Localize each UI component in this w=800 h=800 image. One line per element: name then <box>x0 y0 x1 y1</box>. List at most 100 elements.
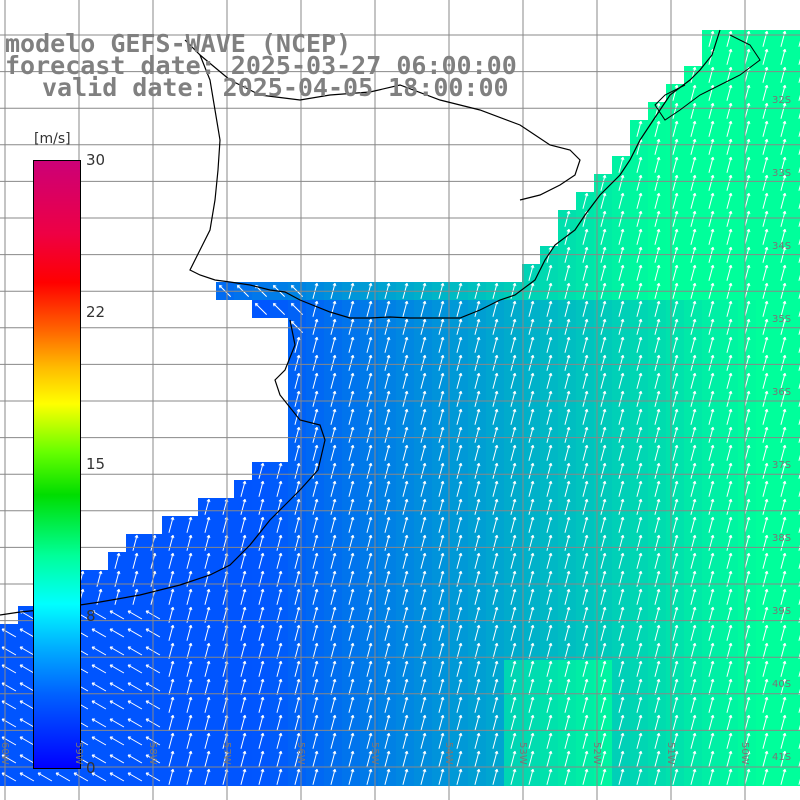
wind-arrow <box>708 552 715 569</box>
wind-arrow <box>492 624 499 641</box>
wind-arrow <box>762 768 769 785</box>
wind-arrow <box>708 408 715 425</box>
wind-arrow <box>91 628 107 638</box>
wind-arrow <box>528 354 535 371</box>
wind-arrow <box>780 498 787 515</box>
wind-arrow <box>726 642 733 659</box>
colorbar-tick-15: 15 <box>86 455 106 473</box>
wind-arrow <box>636 372 643 389</box>
wind-arrow <box>510 660 517 677</box>
wind-arrow <box>618 498 625 515</box>
wind-arrow <box>726 588 733 605</box>
wind-arrow <box>294 534 301 551</box>
wind-arrow <box>474 660 481 677</box>
wind-arrow <box>402 336 409 353</box>
wind-arrow <box>636 174 643 191</box>
wind-arrow <box>127 736 143 746</box>
wind-arrow <box>258 480 265 497</box>
wind-arrow <box>276 534 283 551</box>
wind-arrow <box>312 750 319 767</box>
wind-arrow <box>330 534 337 551</box>
wind-arrow <box>312 480 319 497</box>
forecast-date: forecast date: 2025-03-27 06:00:00 <box>5 51 517 80</box>
wind-arrow <box>366 354 373 371</box>
wind-arrow <box>474 588 481 605</box>
wind-arrow <box>276 678 283 695</box>
wind-arrow <box>330 408 337 425</box>
colorbar-tick-8: 8 <box>86 607 96 625</box>
wind-arrow <box>132 588 139 605</box>
wind-arrow <box>312 318 319 335</box>
wind-arrow <box>330 300 337 317</box>
wind-cell <box>792 750 800 768</box>
wind-arrow <box>330 318 337 335</box>
wind-arrow <box>330 552 337 569</box>
wind-arrow <box>618 408 625 425</box>
wind-arrow <box>474 732 481 749</box>
wind-arrow <box>366 660 373 677</box>
wind-cell <box>792 498 800 516</box>
wind-arrow <box>204 696 211 713</box>
wind-arrow <box>762 624 769 641</box>
wind-arrow <box>276 732 283 749</box>
wind-cell <box>792 390 800 408</box>
wind-arrow <box>456 714 463 731</box>
wind-arrow <box>366 498 373 515</box>
wind-arrow <box>384 768 391 785</box>
wind-cell <box>792 678 800 696</box>
wind-arrow <box>690 678 697 695</box>
wind-arrow <box>19 682 35 692</box>
wind-arrow <box>546 336 553 353</box>
wind-arrow <box>780 300 787 317</box>
wind-arrow <box>690 264 697 281</box>
wind-arrow <box>258 588 265 605</box>
wind-arrow <box>780 228 787 245</box>
wind-arrow <box>294 714 301 731</box>
wind-arrow <box>564 210 571 227</box>
lat-label: 33S <box>772 168 792 179</box>
wind-arrow <box>762 552 769 569</box>
wind-arrow <box>348 696 355 713</box>
wind-arrow <box>294 750 301 767</box>
valid-date: valid date: 2025-04-05 18:00:00 <box>42 73 509 102</box>
wind-arrow <box>618 300 625 317</box>
wind-arrow <box>672 120 679 137</box>
wind-arrow <box>672 462 679 479</box>
wind-arrow <box>672 318 679 335</box>
wind-arrow <box>726 624 733 641</box>
wind-arrow <box>312 552 319 569</box>
wind-arrow <box>186 732 193 749</box>
wind-arrow <box>564 660 571 677</box>
wind-arrow <box>456 678 463 695</box>
wind-arrow <box>240 534 247 551</box>
colorbar-tick-22: 22 <box>86 303 106 321</box>
wind-arrow <box>402 624 409 641</box>
wind-arrow <box>618 624 625 641</box>
wind-cell <box>792 696 800 714</box>
wind-arrow <box>312 408 319 425</box>
wind-arrow <box>744 138 751 155</box>
wind-arrow <box>726 120 733 137</box>
wind-arrow <box>726 552 733 569</box>
wind-arrow <box>582 696 589 713</box>
wind-arrow <box>384 696 391 713</box>
wind-arrow <box>600 372 607 389</box>
wind-arrow <box>510 390 517 407</box>
wind-arrow <box>528 336 535 353</box>
wind-arrow <box>294 642 301 659</box>
wind-arrow <box>708 750 715 767</box>
wind-arrow <box>636 228 643 245</box>
wind-arrow <box>672 750 679 767</box>
wind-arrow <box>780 210 787 227</box>
wind-cell <box>792 642 800 660</box>
wind-arrow <box>600 174 607 191</box>
wind-cell <box>792 516 800 534</box>
wind-arrow <box>672 390 679 407</box>
wind-cell <box>792 102 800 120</box>
wind-arrow <box>19 628 35 638</box>
wind-arrow <box>564 552 571 569</box>
wind-arrow <box>312 516 319 533</box>
wind-arrow <box>528 660 535 677</box>
wind-arrow <box>438 696 445 713</box>
wind-arrow <box>91 754 107 764</box>
